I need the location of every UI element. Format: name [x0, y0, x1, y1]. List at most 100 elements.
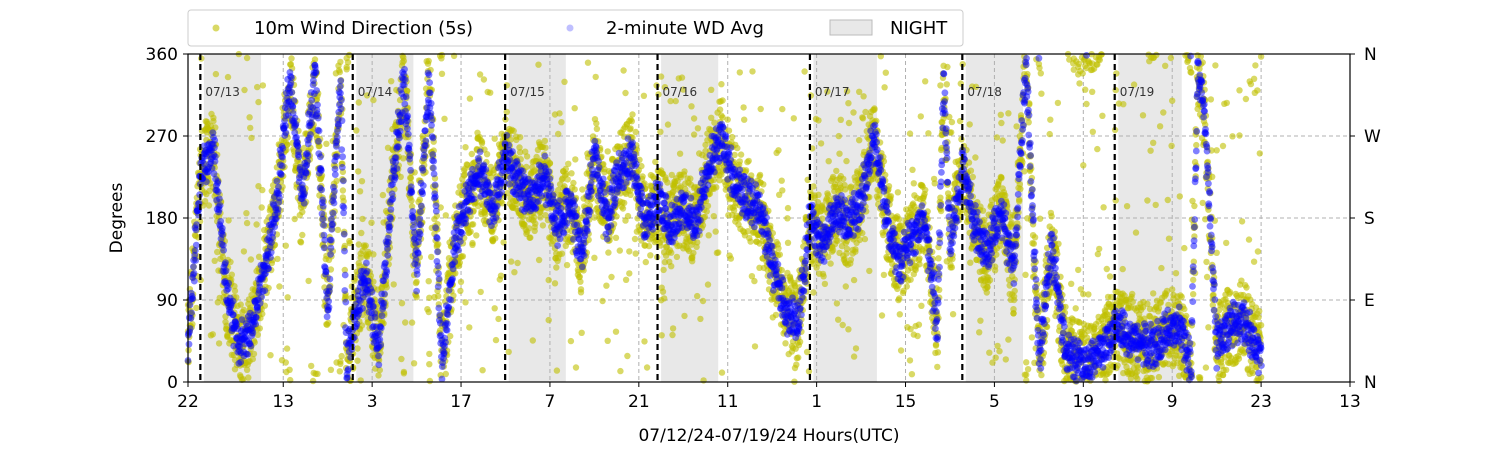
- point-wind-direction: [622, 276, 630, 283]
- point-wind-direction: [1147, 147, 1154, 154]
- point-wind-direction: [724, 116, 731, 123]
- point-wind-direction: [907, 276, 914, 283]
- point-wind-direction: [852, 246, 859, 253]
- point-wind-direction: [712, 228, 719, 235]
- point-wind-direction: [604, 148, 611, 155]
- point-wind-direction: [658, 332, 665, 339]
- point-wind-direction: [299, 231, 306, 239]
- point-wind-direction: [520, 213, 527, 220]
- point-wind-direction: [274, 255, 281, 263]
- point-wind-direction: [362, 242, 369, 249]
- point-wind-direction: [779, 105, 786, 113]
- point-wind-direction: [219, 253, 227, 261]
- point-wind-direction: [659, 288, 667, 295]
- point-wind-direction: [790, 115, 797, 122]
- point-wind-direction: [1223, 99, 1231, 107]
- point-wind-direction: [801, 68, 808, 75]
- point-wind-direction: [605, 249, 612, 256]
- point-wind-direction: [1038, 371, 1045, 379]
- point-wind-direction: [1022, 271, 1029, 278]
- point-wind-direction: [810, 183, 817, 190]
- point-wind-direction: [254, 83, 261, 91]
- point-wind-direction: [741, 116, 748, 123]
- point-wind-direction: [784, 204, 792, 212]
- point-wind-direction: [255, 98, 262, 106]
- point-wind-direction: [416, 196, 423, 203]
- point-wind-direction: [327, 366, 335, 373]
- point-wind-direction: [425, 57, 432, 65]
- point-wind-direction: [878, 312, 886, 319]
- point-wind-direction: [645, 242, 653, 250]
- point-wind-direction: [619, 205, 627, 212]
- point-wind-direction: [627, 191, 634, 198]
- point-wind-direction: [341, 242, 348, 250]
- point-wind-direction: [626, 270, 633, 277]
- point-wind-direction: [593, 125, 601, 133]
- point-wind-direction: [604, 337, 611, 344]
- point-wind-direction: [224, 73, 232, 81]
- point-wind-direction: [1094, 145, 1101, 153]
- point-wind-direction: [535, 256, 543, 264]
- point-wind-direction: [778, 177, 785, 184]
- point-wind-direction: [516, 149, 524, 156]
- point-wind-direction: [210, 114, 217, 122]
- point-wind-direction: [215, 340, 223, 347]
- point-wind-direction: [568, 170, 575, 177]
- point-wind-direction: [402, 319, 409, 326]
- point-wind-direction: [977, 317, 984, 324]
- point-wind-direction: [473, 232, 480, 239]
- point-wind-direction: [529, 337, 536, 344]
- point-wind-direction: [466, 324, 473, 331]
- point-wind-direction: [456, 259, 463, 266]
- point-wind-direction: [1155, 373, 1163, 381]
- point-wind-direction: [710, 213, 717, 220]
- point-wind-direction: [992, 354, 999, 361]
- point-wind-direction: [620, 67, 627, 74]
- point-wind-direction: [918, 302, 925, 309]
- point-wind-direction: [572, 156, 579, 163]
- point-wind-direction: [657, 73, 665, 80]
- point-wind-direction: [495, 315, 502, 323]
- point-wind-direction: [1075, 266, 1082, 274]
- point-wind-direction: [491, 305, 498, 312]
- point-wind-direction: [578, 329, 585, 336]
- point-wind-direction: [561, 78, 568, 86]
- point-wind-direction: [558, 119, 565, 126]
- point-wind-direction: [243, 219, 251, 227]
- point-wind-direction: [897, 347, 905, 354]
- point-wind-direction: [697, 315, 704, 323]
- point-wind-direction: [1022, 359, 1030, 366]
- point-wind-direction: [336, 68, 343, 76]
- point-wind-direction: [355, 168, 362, 175]
- point-wind-direction: [934, 363, 941, 371]
- point-wind-direction: [661, 295, 668, 302]
- point-wind-direction: [628, 118, 635, 125]
- point-wind-direction: [497, 272, 505, 279]
- point-wind-direction: [214, 248, 221, 256]
- point-wind-direction: [668, 263, 675, 270]
- point-wind-direction: [1223, 239, 1230, 247]
- point-wind-direction: [1076, 80, 1083, 87]
- point-wind-direction: [852, 345, 860, 352]
- point-wind-direction: [1207, 96, 1215, 103]
- point-wind-direction: [711, 119, 718, 126]
- point-wind-direction: [694, 125, 702, 132]
- point-wind-direction: [967, 167, 975, 174]
- point-wind-direction: [1047, 116, 1054, 123]
- point-wind-direction: [860, 93, 867, 100]
- point-wind-direction: [1172, 270, 1180, 277]
- point-wind-direction: [1134, 375, 1141, 382]
- point-wind-direction: [508, 258, 515, 265]
- point-wind-direction: [687, 175, 694, 182]
- point-wind-direction: [397, 173, 404, 181]
- point-wind-direction: [820, 273, 827, 280]
- point-wind-direction: [355, 241, 362, 248]
- point-wind-direction: [690, 131, 698, 138]
- point-wind-direction: [1203, 273, 1211, 281]
- point-wind-direction: [247, 124, 254, 132]
- point-wind-direction: [286, 366, 293, 373]
- point-wind-direction: [647, 252, 654, 259]
- point-wind-direction: [507, 136, 514, 143]
- point-wind-direction: [212, 70, 220, 78]
- point-wind-direction: [775, 147, 782, 154]
